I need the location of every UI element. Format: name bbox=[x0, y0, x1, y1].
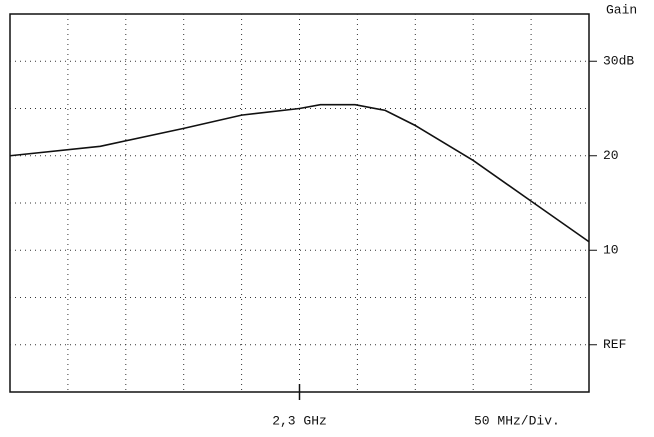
plot-frame bbox=[9, 13, 590, 393]
annotation: 50 MHz/Div. bbox=[474, 413, 560, 428]
y-axis-label: Gain bbox=[606, 2, 637, 17]
y-tick-label: 10 bbox=[603, 243, 619, 258]
y-tick-label: 20 bbox=[603, 148, 619, 163]
y-tick-label: REF bbox=[603, 337, 626, 352]
y-tick-label: 30dB bbox=[603, 54, 634, 69]
x-tick-label: 2,3 GHz bbox=[272, 413, 327, 428]
trace bbox=[9, 103, 590, 243]
